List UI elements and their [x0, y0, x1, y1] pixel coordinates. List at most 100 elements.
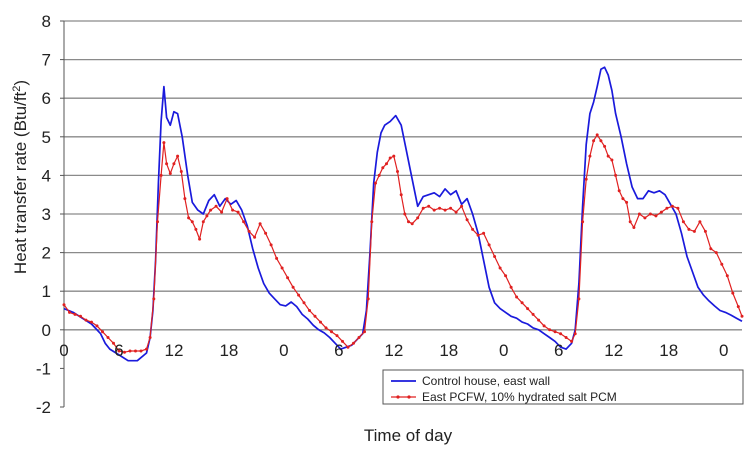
data-point — [357, 336, 361, 339]
data-point — [388, 156, 392, 160]
data-point — [190, 220, 194, 224]
series-control-house — [63, 66, 743, 362]
data-point — [156, 220, 159, 224]
legend: Control house, east wall East PCFW, 10% … — [382, 369, 744, 405]
data-point — [280, 266, 284, 270]
data-point — [659, 210, 663, 214]
y-tick-label: 6 — [42, 89, 51, 108]
axes — [60, 20, 65, 408]
data-point — [128, 349, 132, 353]
data-point — [236, 210, 240, 214]
data-point — [509, 285, 513, 289]
data-point — [377, 173, 381, 177]
y-tick-label: 5 — [42, 128, 51, 147]
data-point — [112, 341, 115, 345]
data-point — [247, 229, 251, 233]
data-point — [275, 256, 279, 260]
data-point — [648, 212, 652, 216]
data-point — [592, 139, 596, 143]
data-point — [625, 200, 629, 204]
data-point — [145, 347, 148, 351]
data-point — [106, 336, 110, 339]
data-point — [90, 320, 93, 324]
data-point — [731, 291, 735, 295]
data-point — [588, 154, 592, 158]
data-point — [258, 222, 262, 226]
data-point — [416, 216, 420, 220]
data-point — [134, 349, 137, 353]
data-point — [621, 197, 625, 201]
data-point — [396, 170, 399, 173]
x-tick-label: 0 — [499, 341, 508, 360]
data-point — [487, 243, 491, 247]
data-point — [201, 220, 205, 224]
data-point — [709, 247, 713, 251]
series-pcfw — [62, 133, 744, 354]
y-tick-label: 8 — [42, 12, 51, 31]
data-point — [214, 204, 218, 208]
data-point — [352, 341, 355, 345]
data-point — [172, 162, 176, 166]
data-point — [570, 339, 574, 343]
data-point — [148, 336, 152, 339]
data-point — [573, 332, 577, 336]
x-tick-label: 6 — [334, 341, 343, 360]
data-point — [427, 204, 431, 208]
x-axis-title: Time of day — [364, 426, 453, 445]
data-point — [101, 330, 104, 334]
data-point — [564, 336, 568, 339]
data-point — [520, 301, 524, 305]
data-point — [392, 154, 396, 158]
gridlines — [64, 20, 742, 331]
x-tick-label: 18 — [659, 341, 678, 360]
data-point — [159, 173, 163, 177]
data-point — [341, 339, 344, 343]
y-tick-labels: -2 -1 0 1 2 3 4 5 6 7 8 — [36, 12, 51, 417]
data-point — [606, 154, 610, 158]
data-point — [449, 206, 453, 210]
data-point — [438, 206, 442, 210]
data-point — [242, 220, 246, 224]
y-tick-label: -1 — [36, 359, 51, 378]
data-point — [632, 226, 636, 229]
legend-marker-pcfw-2 — [407, 395, 411, 399]
y-axis-title-end: ) — [11, 80, 30, 86]
data-point — [714, 251, 718, 255]
data-point — [628, 220, 632, 224]
y-axis-title: Heat transfer rate (Btu/ft2) — [11, 80, 30, 274]
data-point — [117, 349, 121, 353]
data-point — [599, 139, 603, 143]
data-point — [73, 312, 77, 316]
data-point — [740, 314, 744, 318]
data-point — [703, 229, 707, 233]
data-point — [637, 212, 641, 216]
data-point — [460, 204, 464, 208]
y-tick-label: 0 — [42, 321, 51, 340]
data-point — [225, 197, 229, 201]
data-point — [139, 349, 143, 353]
data-point — [286, 276, 290, 280]
legend-box — [382, 369, 744, 405]
data-point — [297, 293, 301, 297]
x-tick-label: 6 — [114, 341, 123, 360]
data-point — [205, 214, 209, 218]
data-point — [62, 303, 66, 307]
data-point — [476, 233, 480, 237]
x-tick-label: 12 — [604, 341, 623, 360]
data-point — [603, 144, 607, 148]
data-point — [454, 210, 458, 214]
data-point — [584, 177, 588, 181]
y-tick-label: 1 — [42, 282, 51, 301]
data-point — [692, 229, 696, 233]
data-point — [123, 350, 126, 354]
data-point — [681, 220, 685, 224]
legend-label-control: Control house, east wall — [422, 374, 550, 388]
data-point — [179, 170, 183, 173]
data-point — [614, 173, 618, 177]
x-tick-label: 12 — [384, 341, 403, 360]
data-point — [269, 243, 273, 247]
data-point — [643, 216, 647, 220]
x-tick-label: 0 — [719, 341, 728, 360]
data-point — [370, 220, 374, 224]
data-point — [698, 220, 702, 224]
